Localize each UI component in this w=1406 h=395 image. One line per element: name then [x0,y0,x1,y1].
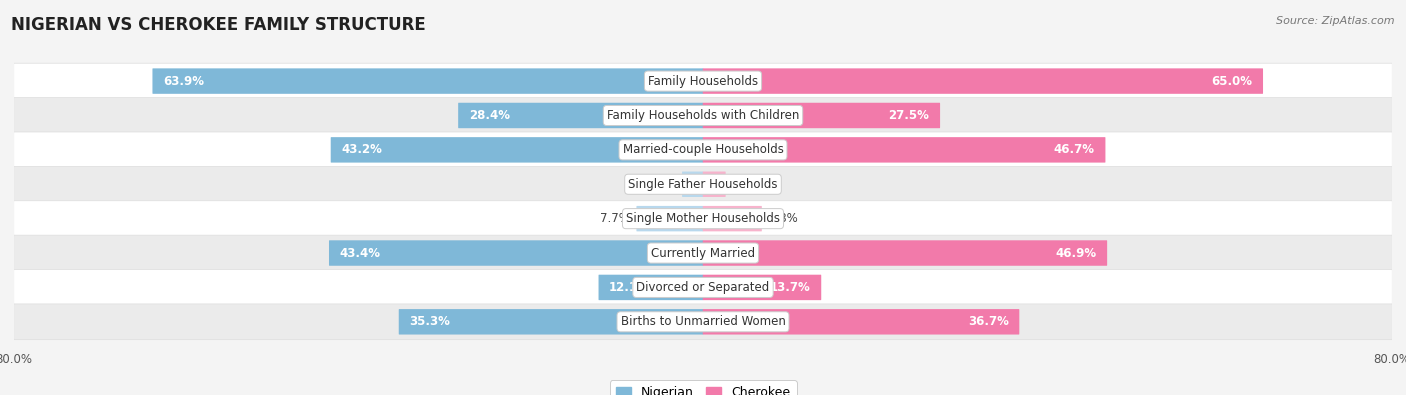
FancyBboxPatch shape [329,240,703,266]
FancyBboxPatch shape [14,269,1392,305]
Text: 7.7%: 7.7% [600,212,630,225]
Text: Married-couple Households: Married-couple Households [623,143,783,156]
FancyBboxPatch shape [703,137,1105,163]
Text: Births to Unmarried Women: Births to Unmarried Women [620,315,786,328]
FancyBboxPatch shape [703,240,1107,266]
Text: 2.4%: 2.4% [645,178,675,191]
FancyBboxPatch shape [703,309,1019,335]
FancyBboxPatch shape [682,171,703,197]
Text: Family Households with Children: Family Households with Children [607,109,799,122]
Text: 63.9%: 63.9% [163,75,204,88]
FancyBboxPatch shape [458,103,703,128]
FancyBboxPatch shape [703,68,1263,94]
FancyBboxPatch shape [703,275,821,300]
FancyBboxPatch shape [14,132,1392,168]
Text: 43.4%: 43.4% [340,246,381,260]
Text: 65.0%: 65.0% [1212,75,1253,88]
Text: 35.3%: 35.3% [409,315,450,328]
FancyBboxPatch shape [14,304,1392,340]
FancyBboxPatch shape [14,235,1392,271]
FancyBboxPatch shape [330,137,703,163]
Text: 12.1%: 12.1% [609,281,650,294]
FancyBboxPatch shape [703,171,725,197]
FancyBboxPatch shape [599,275,703,300]
Text: Divorced or Separated: Divorced or Separated [637,281,769,294]
FancyBboxPatch shape [399,309,703,335]
Legend: Nigerian, Cherokee: Nigerian, Cherokee [609,380,797,395]
Text: 27.5%: 27.5% [889,109,929,122]
Text: 36.7%: 36.7% [967,315,1008,328]
FancyBboxPatch shape [152,68,703,94]
FancyBboxPatch shape [14,63,1392,99]
Text: Source: ZipAtlas.com: Source: ZipAtlas.com [1277,16,1395,26]
Text: 2.6%: 2.6% [733,178,762,191]
FancyBboxPatch shape [14,98,1392,134]
Text: NIGERIAN VS CHEROKEE FAMILY STRUCTURE: NIGERIAN VS CHEROKEE FAMILY STRUCTURE [11,16,426,34]
Text: 46.9%: 46.9% [1056,246,1097,260]
Text: Single Mother Households: Single Mother Households [626,212,780,225]
Text: 43.2%: 43.2% [342,143,382,156]
Text: Single Father Households: Single Father Households [628,178,778,191]
Text: 13.7%: 13.7% [770,281,811,294]
Text: 46.7%: 46.7% [1054,143,1095,156]
Text: Family Households: Family Households [648,75,758,88]
FancyBboxPatch shape [14,166,1392,202]
FancyBboxPatch shape [703,103,941,128]
Text: Currently Married: Currently Married [651,246,755,260]
Text: 28.4%: 28.4% [468,109,510,122]
Text: 6.8%: 6.8% [769,212,799,225]
FancyBboxPatch shape [14,201,1392,237]
FancyBboxPatch shape [637,206,703,231]
FancyBboxPatch shape [703,206,762,231]
